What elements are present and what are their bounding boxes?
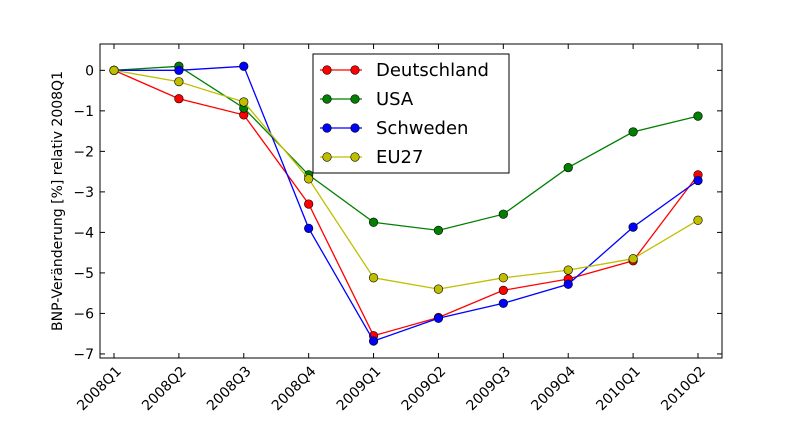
- data-point: [498, 209, 508, 219]
- series-line: [113, 69, 699, 290]
- y-axis-label: BNP-Veränderung [%] relativ 2008Q1: [50, 71, 66, 331]
- data-point: [174, 94, 184, 104]
- series-line: [114, 65, 699, 342]
- legend-marker: [322, 94, 332, 104]
- legend-entry: Schweden: [320, 118, 468, 139]
- x-tick-label: 2009Q4: [528, 363, 579, 414]
- series-line: [113, 69, 699, 337]
- data-point: [498, 273, 508, 283]
- data-point: [433, 225, 444, 235]
- data-point: [304, 223, 314, 233]
- legend-box: [312, 53, 510, 174]
- legend-marker: [322, 123, 332, 133]
- data-point: [628, 127, 638, 137]
- legend-marker: [350, 123, 360, 133]
- data-point: [174, 77, 184, 87]
- x-tick-label: 2008Q3: [204, 364, 255, 415]
- legend-entry: USA: [320, 89, 414, 110]
- legend-label: Schweden: [376, 118, 468, 139]
- legend-marker: [350, 152, 360, 162]
- legend-marker: [322, 152, 332, 162]
- data-point: [433, 284, 444, 294]
- data-point: [563, 279, 573, 289]
- legend-marker: [350, 65, 360, 75]
- data-point: [174, 65, 184, 75]
- y-tick-label: −6: [73, 306, 94, 322]
- series-schweden: [109, 61, 703, 346]
- data-point: [239, 97, 249, 107]
- data-point: [368, 273, 379, 283]
- data-point: [109, 65, 119, 75]
- y-tick-label: −7: [73, 347, 94, 363]
- y-tick-label: −5: [73, 266, 94, 282]
- x-tick-label: 2009Q3: [464, 364, 515, 415]
- x-tick-label: 2008Q4: [269, 363, 320, 414]
- x-tick-label: 2010Q2: [658, 364, 709, 415]
- data-point: [563, 265, 573, 275]
- data-point: [239, 61, 249, 71]
- x-tick-label: 2009Q1: [334, 364, 385, 415]
- data-point: [693, 175, 703, 186]
- legend-marker: [322, 65, 332, 75]
- legend-label: USA: [376, 89, 414, 110]
- data-point: [433, 313, 444, 323]
- x-tick-label: 2010Q1: [593, 364, 644, 415]
- y-tick-label: −4: [73, 225, 94, 241]
- legend-marker: [350, 94, 360, 104]
- legend-entry: EU27: [320, 147, 423, 168]
- data-point: [498, 298, 508, 308]
- data-point: [628, 222, 638, 232]
- y-tick-label: −3: [73, 185, 94, 201]
- x-tick-label: 2009Q2: [399, 364, 450, 415]
- data-point: [368, 336, 379, 346]
- data-point: [693, 215, 703, 225]
- legend-label: Deutschland: [376, 60, 489, 81]
- y-tick-label: −1: [73, 104, 94, 120]
- series-eu27: [109, 65, 703, 294]
- legend: Deutschland USA Schweden EU27: [312, 53, 510, 174]
- y-axis: 0 −1 −2 −3 −4 −5 −6 −7: [73, 63, 722, 363]
- series-line: [113, 65, 699, 232]
- data-point: [628, 254, 638, 264]
- data-point: [304, 174, 314, 184]
- data-point: [693, 111, 703, 121]
- y-tick-label: −2: [73, 144, 94, 160]
- data-point: [498, 285, 508, 295]
- x-tick-label: 2008Q1: [74, 364, 125, 415]
- legend-entry: Deutschland: [320, 60, 489, 81]
- y-tick-label: 0: [85, 63, 94, 79]
- data-point: [563, 162, 573, 173]
- x-tick-label: 2008Q2: [139, 364, 190, 415]
- data-point: [304, 199, 314, 209]
- legend-label: EU27: [376, 147, 423, 168]
- series-usa: [109, 61, 703, 235]
- data-point: [368, 217, 379, 227]
- series-group: [109, 61, 703, 346]
